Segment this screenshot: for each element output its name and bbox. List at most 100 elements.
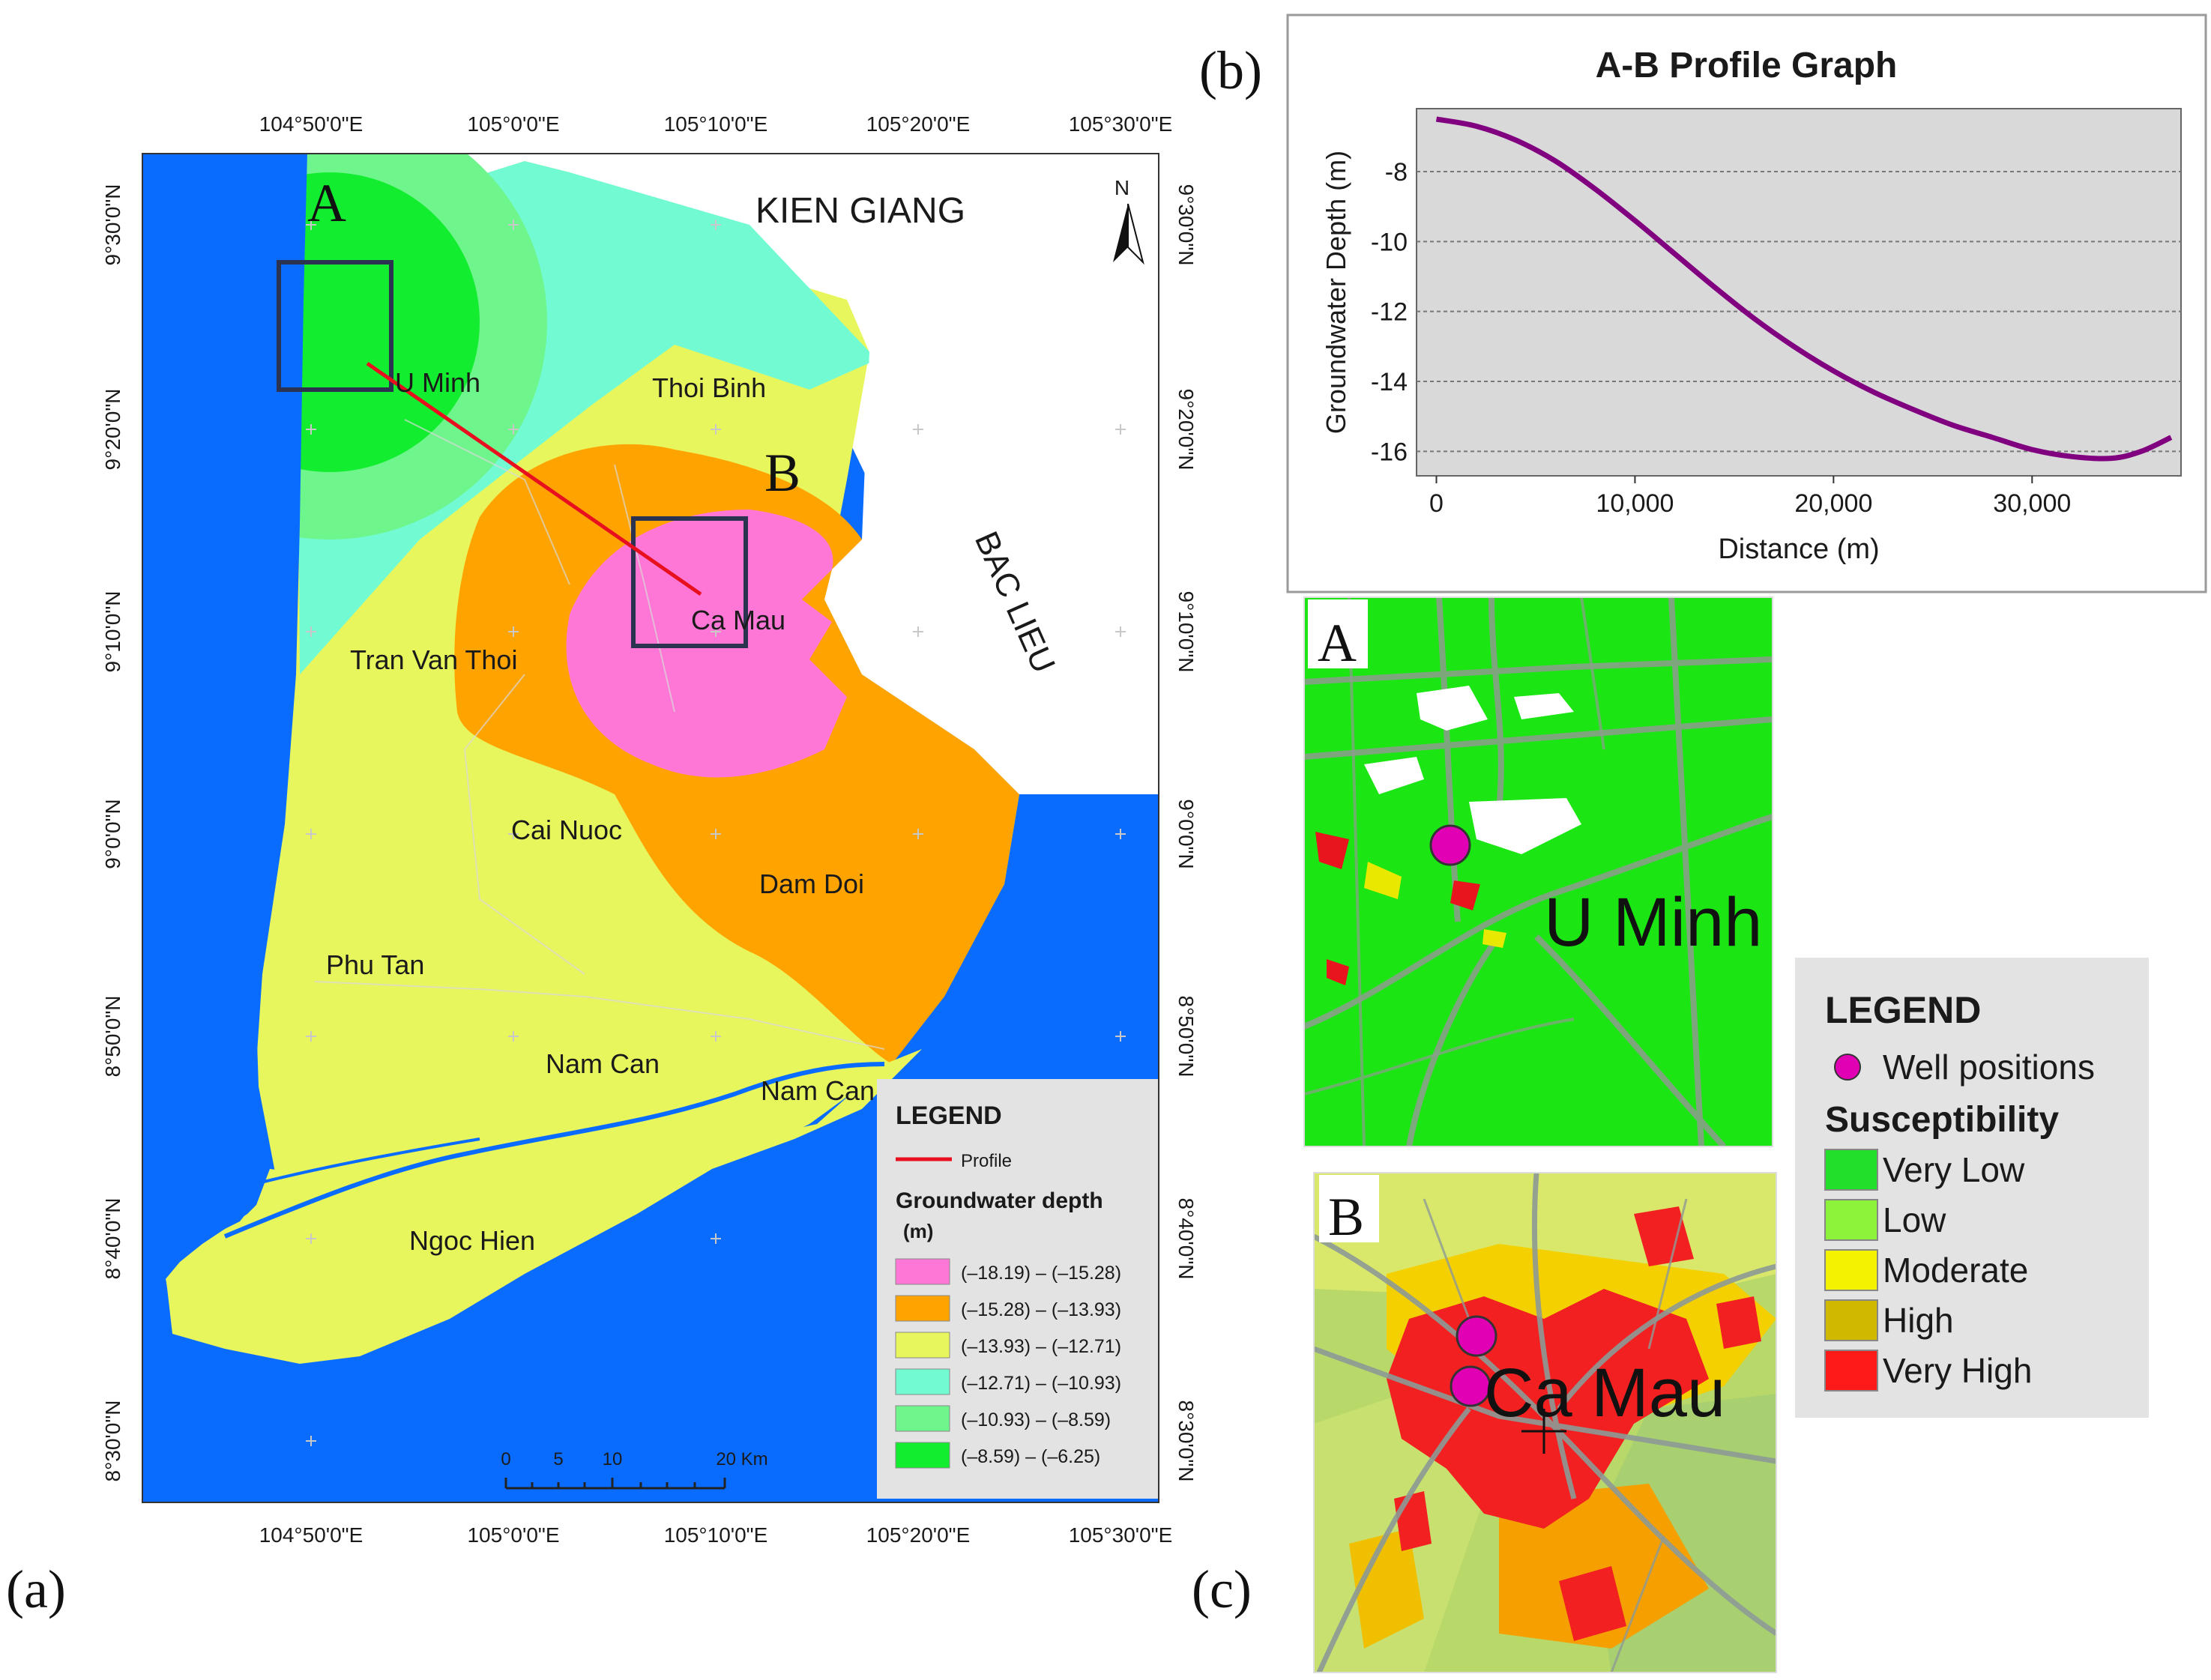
svg-text:105°10'0"E: 105°10'0"E <box>664 112 768 136</box>
district-nam-can: Nam Can <box>546 1048 660 1079</box>
scale-bar: 0 5 10 20 Km <box>501 1449 768 1490</box>
box-b <box>631 516 748 648</box>
inset-b-label: B <box>1328 1187 1364 1247</box>
svg-text:9°20'0"N: 9°20'0"N <box>1174 389 1198 471</box>
panel-b-label: (b) <box>1199 40 1262 100</box>
district-thoi-binh: Thoi Binh <box>652 372 766 403</box>
svg-text:5: 5 <box>553 1449 563 1469</box>
left-axis-labels: 9°30'0"N 9°20'0"N 9°10'0"N 9°0'0"N 8°50'… <box>101 184 124 1482</box>
box-a <box>277 260 393 392</box>
depth-legend-title: LEGEND <box>896 1102 1002 1130</box>
depth-legend-unit: (m) <box>903 1220 933 1242</box>
well-position <box>1456 1315 1497 1357</box>
district-ngoc-hien: Ngoc Hien <box>409 1225 535 1256</box>
zone-pink <box>566 510 847 778</box>
inset-b-place: Ca Mau <box>1484 1355 1725 1431</box>
svg-text:0: 0 <box>501 1449 510 1469</box>
bac-lieu-area <box>749 154 1159 794</box>
inset-a-place: U Minh <box>1544 884 1762 961</box>
depth-class-label: (–8.59) – (–6.25) <box>961 1446 1100 1467</box>
groundwater-depth-map: A B KIEN GIANG BAC LIEU U Minh Thoi Binh… <box>101 112 1198 1547</box>
panel-c-label: (c) <box>1192 1559 1252 1619</box>
svg-text:105°20'0"E: 105°20'0"E <box>866 1523 971 1547</box>
svg-text:10: 10 <box>603 1449 623 1469</box>
svg-text:104°50'0"E: 104°50'0"E <box>259 112 364 136</box>
depth-class-label: (–13.93) – (–12.71) <box>961 1336 1121 1357</box>
svg-text:9°20'0"N: 9°20'0"N <box>101 389 124 471</box>
svg-text:105°0'0"E: 105°0'0"E <box>467 112 559 136</box>
x-tick-label: 20,000 <box>1794 489 1872 518</box>
svg-text:105°30'0"E: 105°30'0"E <box>1069 1523 1173 1547</box>
river <box>223 1062 885 1239</box>
susc-subtitle: Susceptibility <box>1825 1100 2059 1140</box>
district-cai-nuoc: Cai Nuoc <box>511 815 622 845</box>
wells-legend-label: Well positions <box>1883 1048 2095 1087</box>
district-u-minh: U Minh <box>395 367 480 398</box>
chart-gridlines <box>1417 171 2181 453</box>
y-tick-label: -14 <box>1371 368 1408 396</box>
svg-text:105°30'0"E: 105°30'0"E <box>1069 112 1173 136</box>
depth-class-swatch <box>895 1332 950 1359</box>
y-axis-label: Groundwater Depth (m) <box>1321 151 1351 434</box>
susc-swatch <box>1824 1299 1878 1341</box>
district-tran-van-thoi: Tran Van Thoi <box>350 644 517 675</box>
river <box>254 1137 480 1185</box>
susc-class-label: Very Low <box>1883 1150 2025 1189</box>
x-axis-label: Distance (m) <box>1718 534 1879 565</box>
y-tick-label: -12 <box>1371 298 1408 327</box>
svg-text:9°0'0"N: 9°0'0"N <box>101 799 124 868</box>
inset-a-image: A U Minh <box>1303 596 1773 1147</box>
district-nam-can-2: Nam Can <box>761 1075 875 1106</box>
depth-class-label: (–12.71) – (–10.93) <box>961 1373 1121 1394</box>
svg-text:9°30'0"N: 9°30'0"N <box>101 184 124 266</box>
svg-text:20 Km: 20 Km <box>716 1449 767 1469</box>
chart-title: A-B Profile Graph <box>1596 46 1898 85</box>
svg-text:9°30'0"N: 9°30'0"N <box>1174 184 1198 266</box>
susc-class-label: High <box>1883 1301 1954 1340</box>
top-axis-labels: 104°50'0"E 105°0'0"E 105°10'0"E 105°20'0… <box>259 112 1173 136</box>
depth-class-label: (–18.19) – (–15.28) <box>961 1263 1121 1284</box>
point-b-label: B <box>764 443 800 503</box>
north-arrow: N <box>1113 176 1144 265</box>
depth-class-label: (–10.93) – (–8.59) <box>961 1409 1111 1430</box>
svg-text:9°10'0"N: 9°10'0"N <box>1174 591 1198 673</box>
well-position <box>1429 824 1471 866</box>
profile-chart: A-B Profile Graph -8 -10 -12 -14 -16 0 10,000… <box>1286 13 2207 593</box>
well-position <box>1450 1365 1491 1407</box>
svg-text:105°20'0"E: 105°20'0"E <box>866 112 971 136</box>
susc-swatch <box>1824 1149 1878 1191</box>
depth-class-swatch <box>895 1258 950 1285</box>
y-axis-ticks: -8 -10 -12 -14 -16 <box>1371 158 1408 466</box>
svg-text:9°10'0"N: 9°10'0"N <box>101 591 124 673</box>
x-tick-label: 0 <box>1429 489 1444 518</box>
profile-line <box>366 361 702 596</box>
svg-text:8°30'0"N: 8°30'0"N <box>101 1400 124 1482</box>
svg-text:8°50'0"N: 8°50'0"N <box>1174 996 1198 1078</box>
x-axis-ticks: 0 10,000 20,000 30,000 <box>1429 476 2071 518</box>
district-ca-mau: Ca Mau <box>691 605 785 635</box>
profile-series-line <box>1435 116 2173 462</box>
svg-text:104°50'0"E: 104°50'0"E <box>259 1523 364 1547</box>
profile-legend-label: Profile <box>961 1151 1012 1171</box>
susc-swatch <box>1824 1249 1878 1291</box>
svg-text:105°0'0"E: 105°0'0"E <box>467 1523 559 1547</box>
depth-class-swatch <box>895 1295 950 1322</box>
svg-text:105°10'0"E: 105°10'0"E <box>664 1523 768 1547</box>
depth-legend-heading: Groundwater depth <box>896 1188 1103 1213</box>
svg-text:8°40'0"N: 8°40'0"N <box>101 1198 124 1280</box>
well-position-legend-icon <box>1834 1054 1861 1081</box>
land-south <box>166 1049 922 1364</box>
district-phu-tan: Phu Tan <box>326 949 424 980</box>
map-frame <box>142 153 1159 1503</box>
panel-a-label: (a) <box>6 1559 66 1619</box>
susceptibility-legend: LEGEND Well positions Susceptibility Ver… <box>1795 958 2149 1418</box>
susc-class-label: Very High <box>1883 1351 2032 1390</box>
point-a-label: A <box>307 173 346 233</box>
svg-text:N: N <box>1114 176 1129 199</box>
depth-class-rows: (–18.19) – (–15.28) (–15.28) – (–13.93) … <box>895 1258 1121 1469</box>
depth-class-label: (–15.28) – (–13.93) <box>961 1299 1121 1320</box>
svg-text:8°50'0"N: 8°50'0"N <box>101 996 124 1078</box>
depth-class-swatch <box>895 1368 950 1395</box>
y-tick-label: -8 <box>1385 158 1408 187</box>
susc-class-label: Low <box>1883 1200 1946 1239</box>
